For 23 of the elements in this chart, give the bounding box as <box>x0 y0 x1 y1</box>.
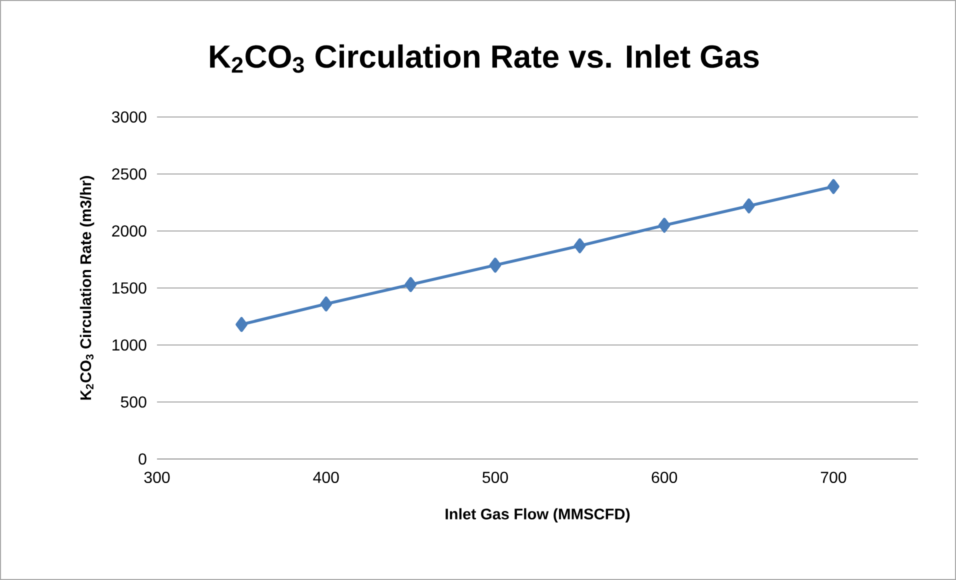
y-tick-label: 1000 <box>112 339 146 351</box>
x-tick-label: 500 <box>482 472 508 484</box>
point <box>236 317 248 332</box>
y-axis-title: K$_{2}$CO$_{3}$ Circulation Rate (m3/hr) <box>80 176 94 400</box>
x-tick-label: 700 <box>820 472 846 484</box>
chart-title: K$_{2}$CO$_{3}$ Circulation Rate vs. Inlet Gas <box>210 44 759 73</box>
point <box>658 218 670 233</box>
y-tick-label: 500 <box>120 396 146 408</box>
point <box>404 277 417 292</box>
point <box>742 198 755 214</box>
y-tick-label: 3000 <box>112 111 146 123</box>
y-tick-label: 1500 <box>112 282 146 294</box>
x-axis-title: Inlet Gas Flow (MMSCFD) <box>446 508 630 522</box>
x-tick-label: 600 <box>652 472 678 484</box>
y-tick-label: 0 <box>138 453 146 465</box>
point <box>574 238 586 254</box>
point <box>320 296 332 312</box>
y-tick-label: 2000 <box>112 225 146 237</box>
point <box>489 258 502 273</box>
x-tick-label: 400 <box>313 472 339 484</box>
point <box>827 179 840 194</box>
x-tick-label: 300 <box>144 472 170 484</box>
y-tick-label: 2500 <box>112 168 146 180</box>
